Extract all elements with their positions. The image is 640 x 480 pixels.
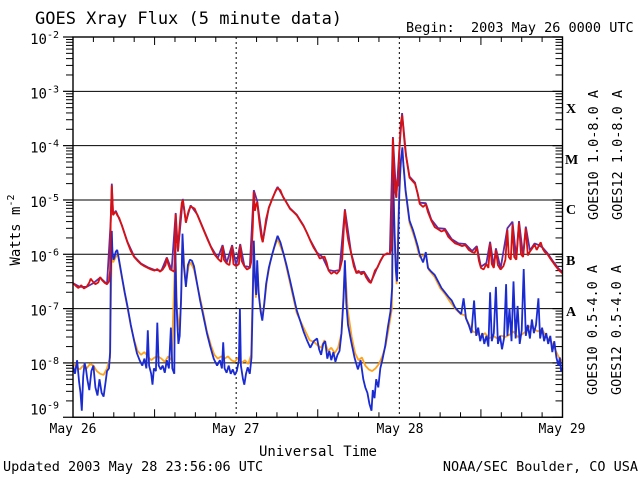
x-tick-may28: May 28 <box>377 422 424 437</box>
y-tick-label: 10-6 <box>30 247 59 265</box>
y-tick-label: 10-4 <box>30 139 59 157</box>
plot-border <box>72 36 564 418</box>
legend-goes10-long: GOES10 1.0-8.0 A <box>586 90 602 220</box>
source-credit: NOAA/SEC Boulder, CO USA <box>443 459 638 475</box>
y-axis-title: Watts m-2 <box>6 194 24 265</box>
legend-goes10-short: GOES10 0.5-4.0 A <box>585 265 601 395</box>
begin-label: Begin: 2003 May 26 0000 UTC <box>406 20 634 36</box>
y-tick-label: 10-8 <box>30 356 59 374</box>
series-goes12_short-path <box>72 147 564 411</box>
legend-goes12-short: GOES12 0.5-4.0 A <box>609 265 625 395</box>
y-axis-title-exponent: -2 <box>6 194 17 206</box>
axis-ticks <box>63 36 563 418</box>
y-tick-label: 10-2 <box>30 30 59 48</box>
series-goes12_long-path <box>72 115 564 290</box>
flare-class-b-label: B <box>566 254 575 269</box>
data-series <box>72 113 564 411</box>
flare-class-m-label: M <box>565 153 578 168</box>
y-tick-label: 10-9 <box>30 400 59 418</box>
gridlines <box>73 37 563 418</box>
x-tick-may29: May 29 <box>539 422 586 437</box>
y-tick-label: 10-3 <box>30 84 59 102</box>
flare-class-c-label: C <box>566 203 576 218</box>
flare-class-x-label: X <box>566 102 576 117</box>
x-axis-title: Universal Time <box>259 444 377 460</box>
page-title: GOES Xray Flux (5 minute data) <box>35 9 342 29</box>
updated-timestamp: Updated 2003 May 28 23:56:06 UTC <box>3 459 263 475</box>
y-tick-label: 10-7 <box>30 302 59 320</box>
x-tick-may27: May 27 <box>213 422 260 437</box>
x-tick-may26: May 26 <box>50 422 97 437</box>
flare-class-a-label: A <box>566 305 577 320</box>
y-tick-label: 10-5 <box>30 193 59 211</box>
y-tick-labels: 10-2 10-3 10-4 10-5 10-6 10-7 10-8 10-9 <box>30 30 59 418</box>
y-axis-title-base: Watts m <box>8 207 24 266</box>
legend-goes12-long: GOES12 1.0-8.0 A <box>610 90 626 220</box>
